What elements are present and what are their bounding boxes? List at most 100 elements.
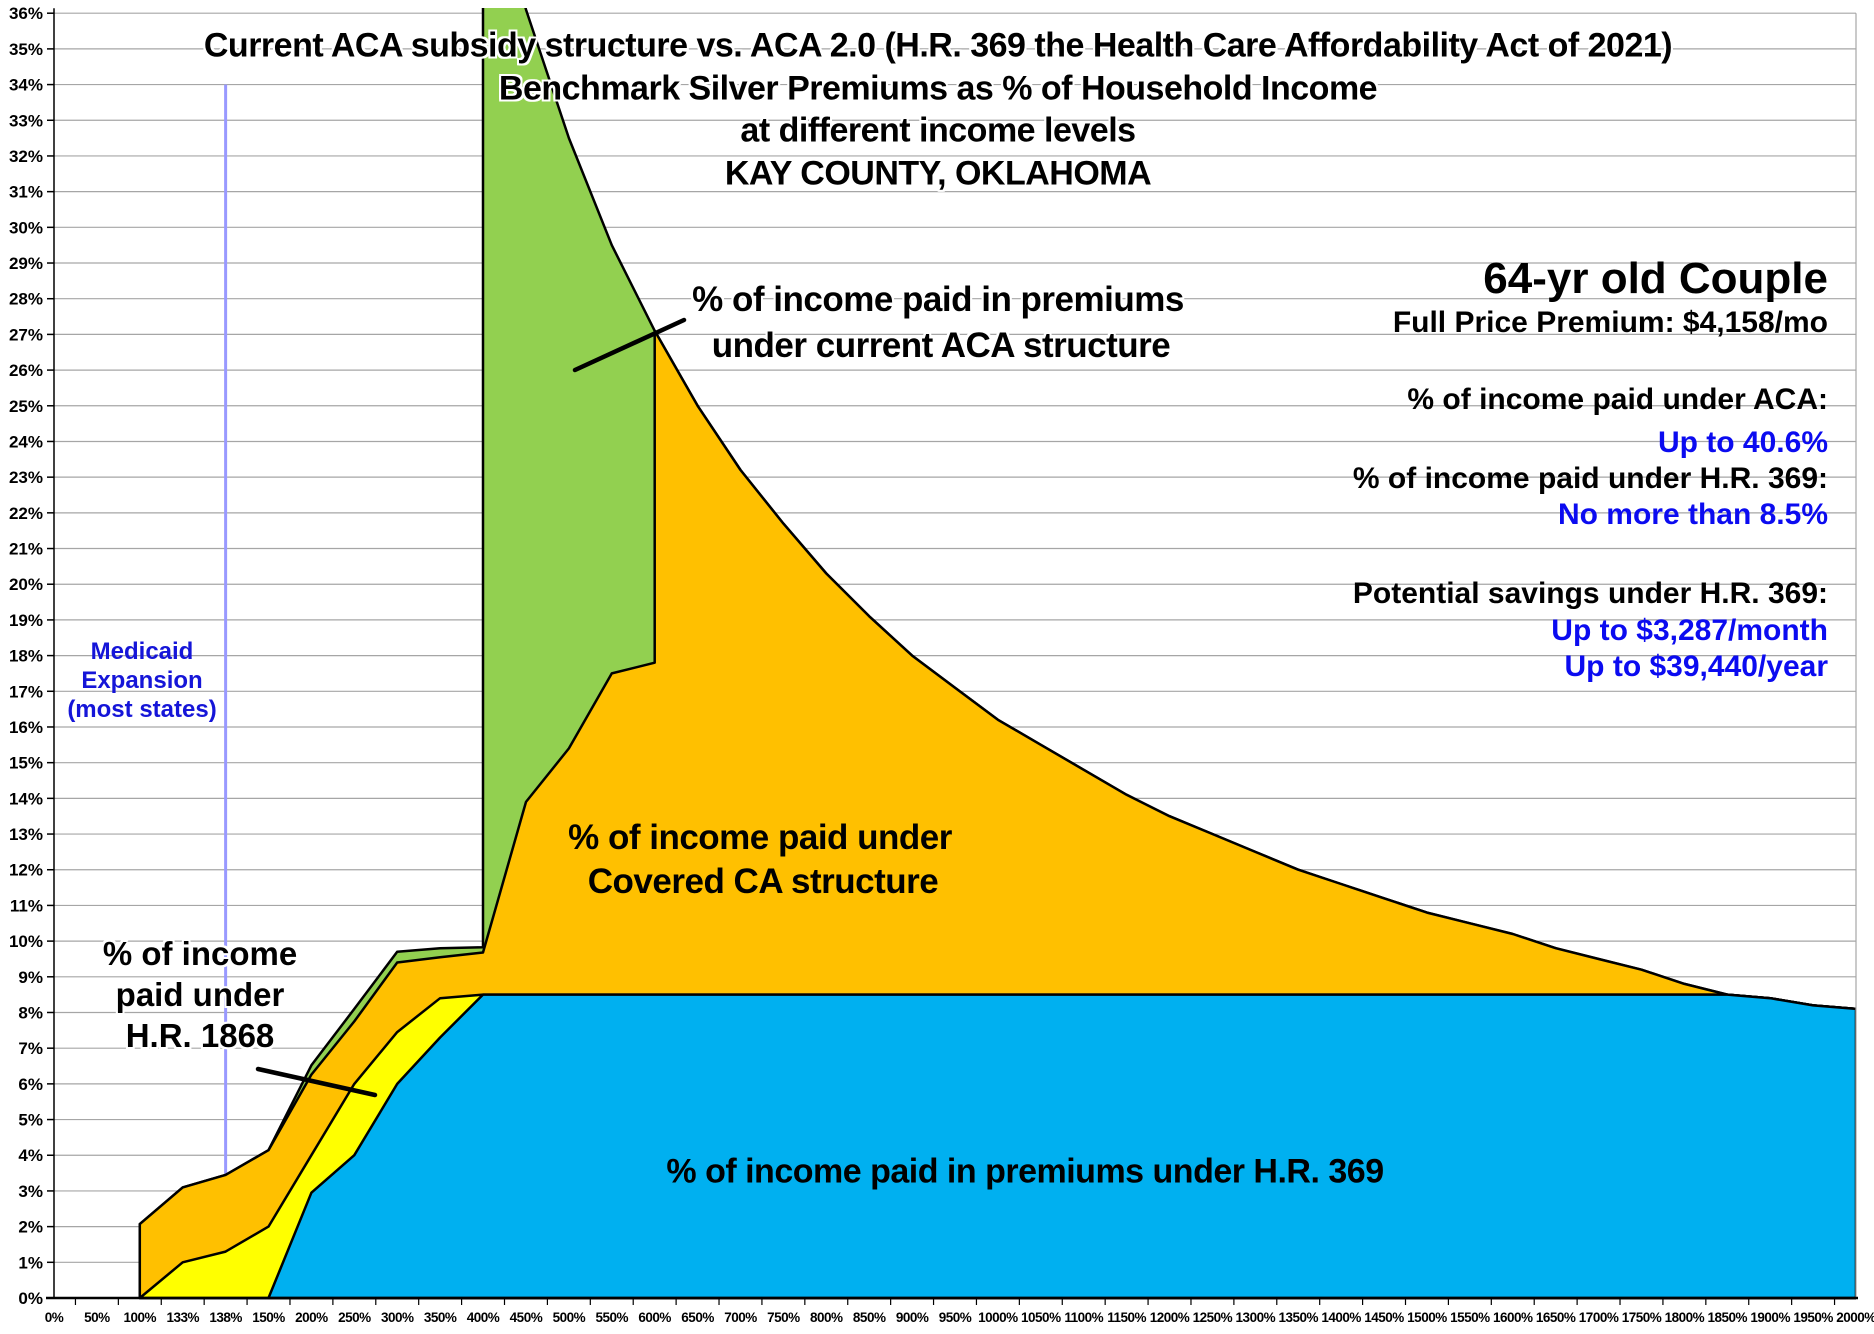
chart-title-line-2: Benchmark Silver Premiums as % of Househ… bbox=[498, 69, 1378, 108]
x-tick-label: 550% bbox=[595, 1310, 628, 1325]
y-tick-label: 21% bbox=[9, 540, 43, 559]
y-tick-label: 18% bbox=[9, 647, 43, 666]
x-tick-label: 1250% bbox=[1193, 1310, 1233, 1325]
x-tick-label: 400% bbox=[467, 1310, 500, 1325]
info-aca-label: % of income paid under ACA: bbox=[1407, 383, 1828, 416]
y-tick-label: 36% bbox=[9, 4, 43, 23]
y-tick-label: 11% bbox=[10, 896, 43, 915]
covered-ca-annotation-line-1: % of income paid under bbox=[568, 818, 952, 857]
aca-annotation-line-1: % of income paid in premiums bbox=[692, 280, 1184, 319]
hr1868-annotation-line-2: paid under bbox=[115, 976, 285, 1013]
x-tick-label: 1450% bbox=[1364, 1310, 1404, 1325]
y-tick-label: 1% bbox=[18, 1253, 43, 1272]
x-tick-label: 800% bbox=[810, 1310, 843, 1325]
y-tick-label: 20% bbox=[9, 575, 43, 594]
y-tick-label: 10% bbox=[9, 932, 43, 951]
y-tick-label: 32% bbox=[9, 147, 43, 166]
info-heading: 64-yr old Couple bbox=[1483, 254, 1828, 303]
x-tick-label: 1800% bbox=[1665, 1310, 1705, 1325]
x-tick-label: 1500% bbox=[1407, 1310, 1447, 1325]
covered-ca-annotation-line-2: Covered CA structure bbox=[587, 862, 939, 901]
x-tick-label: 900% bbox=[896, 1310, 929, 1325]
y-tick-label: 2% bbox=[18, 1218, 43, 1237]
x-tick-label: 1100% bbox=[1064, 1310, 1103, 1325]
x-tick-label: 1950% bbox=[1793, 1310, 1833, 1325]
y-tick-label: 15% bbox=[9, 754, 43, 773]
x-tick-label: 1150% bbox=[1107, 1310, 1146, 1325]
x-tick-label: 133% bbox=[166, 1310, 199, 1325]
area-of-income-paid-in-premiums-under-h-r-369 bbox=[267, 993, 1856, 1300]
y-tick-label: 3% bbox=[18, 1182, 43, 1201]
y-tick-label: 29% bbox=[9, 254, 43, 273]
x-tick-label: 450% bbox=[510, 1310, 543, 1325]
x-tick-label: 850% bbox=[853, 1310, 886, 1325]
x-tick-label: 150% bbox=[252, 1310, 285, 1325]
x-tick-label: 2000% bbox=[1836, 1310, 1874, 1325]
x-tick-label: 1000% bbox=[978, 1310, 1018, 1325]
x-tick-label: 1300% bbox=[1236, 1310, 1276, 1325]
x-tick-label: 1400% bbox=[1321, 1310, 1361, 1325]
x-tick-label: 750% bbox=[767, 1310, 800, 1325]
x-tick-label: 200% bbox=[295, 1310, 328, 1325]
x-tick-label: 138% bbox=[209, 1310, 242, 1325]
x-tick-label: 1350% bbox=[1278, 1310, 1318, 1325]
y-tick-label: 13% bbox=[9, 825, 43, 844]
info-premium: Full Price Premium: $4,158/mo bbox=[1392, 306, 1828, 339]
x-tick-label: 1700% bbox=[1579, 1310, 1619, 1325]
x-tick-label: 1650% bbox=[1536, 1310, 1576, 1325]
medicaid-note-line-3: (most states) bbox=[67, 696, 217, 723]
hr1868-callout-line bbox=[255, 1066, 378, 1098]
x-tick-label: 300% bbox=[381, 1310, 414, 1325]
hr1868-annotation-line-3: H.R. 1868 bbox=[125, 1017, 275, 1054]
info-hr369-value: No more than 8.5% bbox=[1557, 498, 1828, 531]
x-tick-label: 950% bbox=[939, 1310, 972, 1325]
info-savings-month: Up to $3,287/month bbox=[1551, 614, 1828, 647]
x-tick-label: 1050% bbox=[1021, 1310, 1061, 1325]
y-tick-label: 5% bbox=[18, 1111, 43, 1130]
y-tick-label: 25% bbox=[9, 397, 43, 416]
x-tick-label: 1850% bbox=[1708, 1310, 1748, 1325]
x-tick-label: 1550% bbox=[1450, 1310, 1490, 1325]
info-aca-value: Up to 40.6% bbox=[1657, 426, 1828, 459]
medicaid-note-line-1: Medicaid bbox=[90, 638, 194, 665]
chart-title-line-4: KAY COUNTY, OKLAHOMA bbox=[724, 154, 1152, 193]
y-tick-label: 35% bbox=[9, 40, 43, 59]
x-tick-label: 600% bbox=[638, 1310, 671, 1325]
x-tick-label: 1750% bbox=[1622, 1310, 1662, 1325]
y-tick-label: 14% bbox=[9, 789, 43, 808]
y-tick-label: 26% bbox=[9, 361, 43, 380]
y-tick-label: 6% bbox=[18, 1075, 43, 1094]
x-tick-label: 0% bbox=[45, 1310, 64, 1325]
x-tick-label: 650% bbox=[681, 1310, 714, 1325]
aca-callout-line bbox=[572, 317, 687, 373]
y-tick-label: 30% bbox=[9, 218, 43, 237]
y-tick-label: 7% bbox=[18, 1039, 43, 1058]
y-tick-label: 9% bbox=[18, 968, 43, 987]
y-tick-label: 0% bbox=[18, 1289, 43, 1308]
y-tick-label: 19% bbox=[9, 611, 43, 630]
x-tick-label: 1200% bbox=[1150, 1310, 1190, 1325]
x-tick-label: 100% bbox=[124, 1310, 157, 1325]
y-tick-label: 4% bbox=[18, 1146, 43, 1165]
medicaid-note-line-2: Expansion bbox=[81, 667, 203, 694]
x-tick-label: 500% bbox=[553, 1310, 586, 1325]
y-tick-label: 16% bbox=[9, 718, 43, 737]
y-tick-label: 34% bbox=[9, 76, 43, 95]
y-tick-label: 27% bbox=[9, 325, 43, 344]
info-savings-label: Potential savings under H.R. 369: bbox=[1352, 577, 1828, 610]
x-tick-label: 350% bbox=[424, 1310, 457, 1325]
y-tick-label: 8% bbox=[18, 1003, 43, 1022]
hr369-annotation: % of income paid in premiums under H.R. … bbox=[666, 1152, 1384, 1191]
y-tick-label: 24% bbox=[9, 432, 43, 451]
hr1868-annotation-line-1: % of income bbox=[102, 935, 298, 972]
info-hr369-label: % of income paid under H.R. 369: bbox=[1352, 462, 1828, 495]
y-tick-label: 31% bbox=[9, 183, 43, 202]
y-tick-label: 12% bbox=[9, 861, 43, 880]
x-tick-label: 700% bbox=[724, 1310, 757, 1325]
y-tick-label: 17% bbox=[9, 682, 43, 701]
y-tick-label: 28% bbox=[9, 290, 43, 309]
x-tick-label: 1600% bbox=[1493, 1310, 1533, 1325]
chart-title-line-1: Current ACA subsidy structure vs. ACA 2.… bbox=[203, 26, 1673, 65]
